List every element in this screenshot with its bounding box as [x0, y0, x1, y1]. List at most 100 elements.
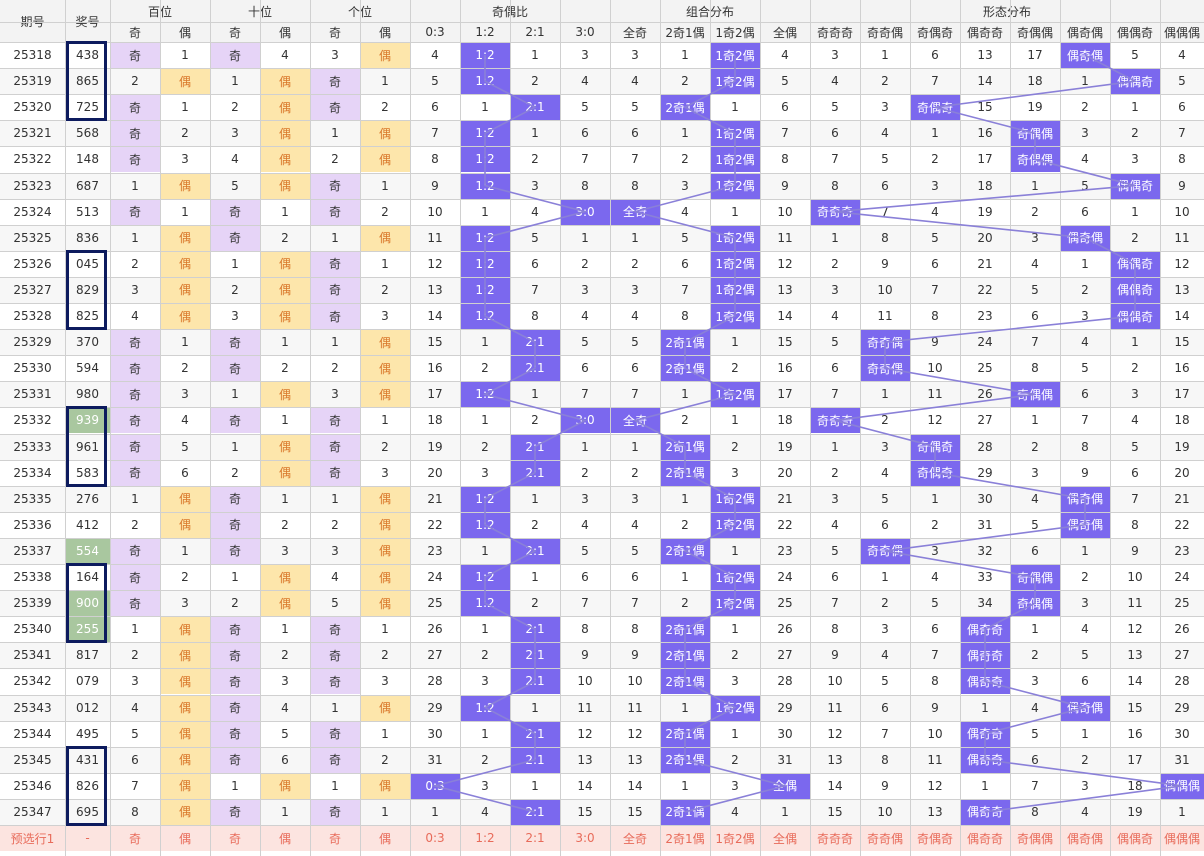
combo-cell: 2: [660, 68, 710, 95]
column-divider: [860, 0, 861, 856]
combo-cell: 1: [710, 616, 760, 643]
footer-cell[interactable]: 2奇1偶: [660, 825, 710, 852]
combo-cell: 4: [760, 42, 810, 69]
shape-chip: 奇奇偶: [860, 537, 910, 564]
combo-cell: 21: [760, 485, 810, 512]
cell-even: 1: [360, 250, 410, 277]
shape-chip: 奇偶奇: [910, 433, 960, 460]
cell-odd: 1: [110, 616, 160, 643]
combo-cell: 1: [660, 42, 710, 69]
ratio-chip: 0:3: [410, 772, 460, 799]
footer-cell[interactable]: 奇奇奇: [810, 825, 860, 852]
shape-cell: 12: [810, 720, 860, 747]
footer-cell[interactable]: 2:1: [510, 825, 560, 852]
footer-cell[interactable]: 奇偶奇: [910, 825, 960, 852]
footer-cell[interactable]: 偶: [360, 825, 410, 852]
combo-cell: 31: [760, 746, 810, 773]
combo-cell: 1: [660, 381, 710, 408]
row-jianghao: 148: [65, 146, 110, 173]
footer-cell[interactable]: 全奇: [610, 825, 660, 852]
cell-even: 3: [160, 590, 210, 617]
footer-cell[interactable]: 偶偶偶: [1160, 825, 1204, 852]
footer-cell[interactable]: 1奇2偶: [710, 825, 760, 852]
footer-cell[interactable]: 偶: [160, 825, 210, 852]
footer-cell[interactable]: 偶奇奇: [960, 825, 1010, 852]
row-qihao: 25321: [0, 120, 65, 147]
ratio-cell: 9: [410, 172, 460, 199]
shape-cell: 6: [860, 511, 910, 538]
ratio-cell: 1: [460, 720, 510, 747]
cell-odd: 奇: [210, 407, 260, 434]
footer-cell[interactable]: 全偶: [760, 825, 810, 852]
cell-odd: 奇: [210, 694, 260, 721]
column-divider: [410, 0, 411, 856]
ratio-chip: 1:2: [460, 303, 510, 330]
footer-num[interactable]: -: [65, 825, 110, 852]
cell-odd: 3: [310, 381, 360, 408]
footer-cell[interactable]: 奇: [310, 825, 360, 852]
footer-cell[interactable]: 奇: [110, 825, 160, 852]
cell-odd: 奇: [310, 720, 360, 747]
shape-cell: 3: [910, 537, 960, 564]
combo-cell: 3: [710, 668, 760, 695]
header-qihao[interactable]: 期号: [0, 0, 65, 42]
ratio-cell: 6: [410, 94, 460, 121]
shape-cell: 4: [1160, 42, 1204, 69]
footer-cell[interactable]: 1:2: [460, 825, 510, 852]
combo-cell: 3: [660, 172, 710, 199]
footer-cell[interactable]: 偶: [260, 825, 310, 852]
shape-chip: 奇奇奇: [810, 198, 860, 225]
footer-cell[interactable]: 奇奇偶: [860, 825, 910, 852]
row-divider: [0, 250, 1204, 252]
ratio-cell: 4: [560, 68, 610, 95]
subheader-15: 奇奇偶: [860, 22, 910, 42]
cell-odd: 1: [110, 485, 160, 512]
row-divider: [0, 381, 1204, 383]
ratio-cell: 15: [410, 329, 460, 356]
combo-chip: 2奇1偶: [660, 94, 710, 121]
cell-odd: 3: [310, 537, 360, 564]
shape-cell: 2: [1060, 94, 1110, 121]
footer-cell[interactable]: 偶奇偶: [1060, 825, 1110, 852]
combo-cell: 1: [710, 537, 760, 564]
shape-cell: 4: [860, 120, 910, 147]
cell-odd: 奇: [110, 198, 160, 225]
combo-cell: 4: [710, 798, 760, 825]
row-qihao: 25345: [0, 746, 65, 773]
row-qihao: 25336: [0, 511, 65, 538]
cell-even: 偶: [160, 720, 210, 747]
cell-even: 2: [360, 94, 410, 121]
cell-even: 偶: [160, 642, 210, 669]
shape-cell: 8: [860, 224, 910, 251]
cell-even: 2: [360, 198, 410, 225]
shape-cell: 5: [810, 94, 860, 121]
ratio-chip: 1:2: [460, 590, 510, 617]
cell-even: 2: [160, 355, 210, 382]
combo-cell: 2: [610, 250, 660, 277]
subheader-1: 偶: [160, 22, 210, 42]
cell-even: 偶: [160, 746, 210, 773]
combo-cell: 14: [760, 303, 810, 330]
row-qihao: 25337: [0, 537, 65, 564]
combo-cell: 10: [610, 668, 660, 695]
shape-chip: 奇偶偶: [1010, 120, 1060, 147]
shape-cell: 5: [1060, 355, 1110, 382]
cell-even: 偶: [160, 172, 210, 199]
footer-cell[interactable]: 3:0: [560, 825, 610, 852]
header-jianghao[interactable]: 奖号: [65, 0, 110, 42]
footer-cell[interactable]: 奇: [210, 825, 260, 852]
footer-cell[interactable]: 偶偶奇: [1110, 825, 1160, 852]
combo-cell: 14: [610, 772, 660, 799]
ratio-cell: 12: [410, 250, 460, 277]
footer-label[interactable]: 预选行1: [0, 825, 65, 852]
footer-cell[interactable]: 0:3: [410, 825, 460, 852]
row-qihao: 25346: [0, 772, 65, 799]
row-jianghao: 164: [65, 564, 110, 591]
footer-cell[interactable]: 奇偶偶: [1010, 825, 1060, 852]
combo-cell: 2: [660, 511, 710, 538]
cell-odd: 2: [310, 146, 360, 173]
shape-cell: 8: [910, 668, 960, 695]
cell-even: 偶: [260, 172, 310, 199]
cell-even: 2: [360, 642, 410, 669]
cell-odd: 奇: [110, 329, 160, 356]
